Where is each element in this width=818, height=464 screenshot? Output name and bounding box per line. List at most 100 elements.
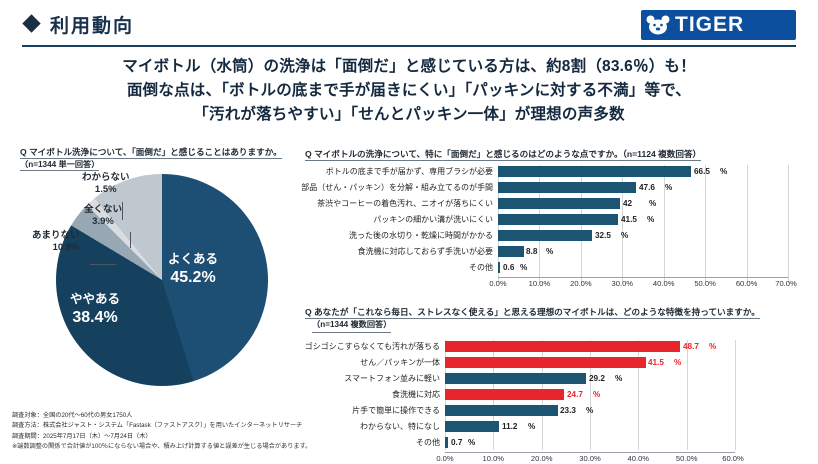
bar-value-label: 24.7 (567, 390, 583, 399)
bar-category-label: その他 (416, 438, 440, 447)
table-row: わからない、特になし 11.2 % (360, 420, 735, 433)
x-tick: 0.0% (436, 454, 454, 463)
q3-heading: Q あなたが「これなら毎日、ストレスなく使える」と思える理想のマイボトルは、どの… (305, 306, 805, 334)
bar-fill (498, 182, 637, 193)
bar-value-percent: % (593, 390, 601, 399)
header-divider (22, 45, 796, 47)
bar-category-label: 部品（せん・パッキン）を分解・組み立てるのが手間 (301, 183, 493, 192)
bar-value-percent: % (674, 358, 682, 367)
pie-value-wakaranai: 1.5% (94, 184, 117, 196)
bar-fill (445, 421, 500, 432)
bar-category-label: 食洗機に対応しておらず手洗いが必要 (357, 247, 493, 256)
bar-category-label: せん／パッキンが一体 (360, 358, 440, 367)
bar-category-label: わからない、特になし (360, 422, 440, 431)
table-row: 食洗機に対応 24.7 % (392, 388, 735, 401)
pie-label-mattakunai: 全くない 3.9% (84, 204, 123, 228)
bar-value-percent: % (546, 247, 554, 256)
x-tick: 30.0% (611, 279, 634, 288)
q1-subtext: （n=1344 単一回答） (20, 160, 100, 172)
pie-label-amarinai: あまりない 10.9% (32, 230, 80, 254)
leader-line-1 (122, 202, 123, 220)
note-line: ※端数調整の関係で合計値が100％にならない場合や、積み上げ計算する値と誤差が生… (12, 442, 312, 450)
table-row: その他 0.7 % (416, 436, 735, 449)
pie-graphic (56, 174, 268, 386)
bar-value-label: 32.5 (595, 231, 611, 240)
bar-fill (445, 405, 558, 416)
x-tick: 50.0% (694, 279, 716, 288)
note-line: 調査対象：全国の20代〜60代の男女1750人 (12, 412, 133, 420)
q1-heading-text: Q マイボトル洗浄について、「面倒だ」と感じることはありますか。 (20, 147, 282, 159)
x-tick: 10.0% (482, 454, 505, 463)
bar-category-label: 食洗機に対応 (392, 390, 440, 399)
slide-header: 利用動向 TIGER (0, 0, 818, 48)
x-tick: 20.0% (530, 454, 553, 463)
pie-chart: よくある 45.2% ややある 38.4% あまりない 10.9% 全くない 3… (18, 168, 308, 403)
pie-label-yokuaru: よくある 45.2% (168, 252, 219, 286)
q3-heading-text: Q あなたが「これなら毎日、ストレスなく使える」と思える理想のマイボトルは、どの… (305, 307, 760, 319)
bar-value-label: 29.2 (589, 374, 605, 383)
x-tick: 70.0% (775, 279, 797, 288)
chart3-x-axis: 0.0% 10.0% 20.0% 30.0% 40.0% 50.0% 60.0% (436, 452, 744, 464)
table-row: スマートフォン並みに軽い 29.2 % (344, 372, 735, 385)
survey-notes: 調査対象：全国の20代〜60代の男女1750人 調査方法：株式会社ジャスト・シス… (12, 411, 311, 452)
table-row: 茶渋やコーヒーの着色汚れ、ニオイが落ちにくい 42 % (317, 197, 788, 210)
bar-value-label: 48.7 (683, 342, 699, 351)
bar-value-label: 8.8 (526, 247, 538, 256)
bar-value-label: 0.6 (503, 263, 515, 272)
bar-category-label: 茶渋やコーヒーの着色汚れ、ニオイが落ちにくい (317, 199, 493, 208)
x-tick: 0.0% (489, 279, 507, 288)
q2-heading: Q マイボトルの洗浄について、特に「面倒だ」と感じるのはどのような点ですか。（n… (305, 148, 805, 161)
bar-value-label: 23.3 (560, 406, 576, 415)
x-tick: 30.0% (579, 454, 601, 463)
bar-category-label: ゴシゴシこすらなくても汚れが落ちる (304, 342, 440, 351)
pie-label-yayaaru: ややある 38.4% (70, 292, 121, 326)
bar-fill (498, 246, 524, 257)
leader-line-2 (130, 232, 131, 248)
q2-heading-label: Q マイボトルの洗浄について、特に「面倒だ」と感じるのはどのような点ですか。（n… (305, 149, 702, 161)
table-row: せん／パッキンが一体 41.5 % (360, 356, 735, 369)
pie-value-mattakunai: 3.9% (92, 216, 114, 228)
bar-category-label: 片手で簡単に操作できる (352, 406, 440, 415)
bar-value-percent: % (621, 231, 629, 240)
table-row: 部品（せん・パッキン）を分解・組み立てるのが手間 47.6 % (301, 181, 788, 194)
lead-copy: マイボトル（水筒）の洗浄は「面倒だ」と感じている方は、約8割（83.6％）も！ … (0, 55, 818, 127)
bar-value-percent: % (468, 438, 476, 447)
table-row: 食洗機に対応しておらず手洗いが必要 8.8 % (358, 245, 788, 258)
table-row: パッキンの細かい溝が洗いにくい 41.5 % (373, 213, 788, 226)
bar-chart-ideal-features: ゴシゴシこすらなくても汚れが落ちる 48.7 % せん／パッキンが一体 41.5… (305, 340, 744, 463)
bar-chart-pain-points: ボトルの底まで手が届かず、専用ブラシが必要 66.5 % 部品（せん・パッキン）… (301, 165, 797, 288)
x-tick: 20.0% (570, 279, 592, 288)
logo-text: TIGER (675, 13, 745, 36)
bar-fill (498, 214, 619, 225)
bar-fill (445, 389, 565, 400)
table-row: 片手で簡単に操作できる 23.3 % (352, 404, 735, 417)
bar-value-label: 0.7 (451, 438, 463, 447)
bar-fill (498, 262, 500, 273)
pie-value-yayaaru: 38.4% (72, 308, 118, 326)
table-row: その他 0.6 % (469, 261, 788, 274)
table-row: ボトルの底まで手が届かず、専用ブラシが必要 66.5 % (326, 165, 788, 178)
bar-value-percent: % (665, 183, 673, 192)
x-tick: 60.0% (722, 454, 744, 463)
bar-fill (445, 373, 587, 384)
bar-value-label: 41.5 (621, 215, 637, 224)
bar-category-label: その他 (469, 263, 493, 272)
lead-line-3: 「汚れが落ちやすい」「せんとパッキン一体」が理想の声多数 (193, 106, 625, 124)
bar-value-percent: % (720, 167, 728, 176)
bar-value-label: 66.5 (694, 167, 710, 176)
bar-value-percent: % (528, 422, 536, 431)
bar-value-percent: % (709, 342, 717, 351)
x-tick: 50.0% (675, 454, 698, 463)
bar-fill (498, 166, 691, 177)
bar-value-label: 41.5 (648, 358, 664, 367)
bar-fill (498, 198, 620, 209)
tiger-bear-icon (641, 10, 675, 40)
x-tick: 40.0% (652, 279, 675, 288)
note-line: 調査期間：2025年7月17日（木）〜7月24日（木） (12, 432, 152, 440)
lead-line-2: 面倒な点は、「ボトルの底まで手が届きにくい」「パッキンに対する不満」等で、 (126, 82, 691, 100)
brand-logo: TIGER (641, 10, 796, 40)
x-tick: 60.0% (735, 279, 758, 288)
bar-value-percent: % (647, 215, 655, 224)
bar-value-label: 47.6 (639, 183, 655, 192)
